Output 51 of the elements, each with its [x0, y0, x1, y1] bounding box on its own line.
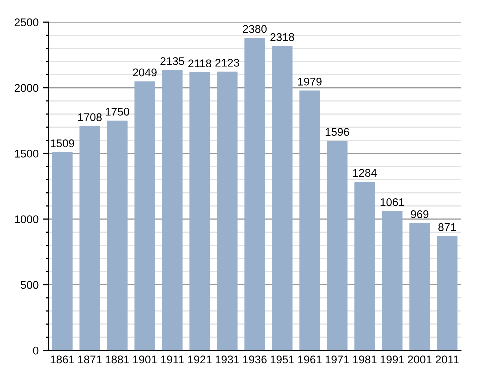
x-tick-label: 2001: [408, 356, 432, 364]
bar: [80, 126, 100, 351]
bar: [437, 236, 458, 351]
bar: [244, 38, 266, 351]
bar: [190, 72, 210, 351]
x-tick-label: 1871: [78, 356, 102, 364]
data-label: 2380: [243, 25, 267, 34]
data-label: 2135: [160, 57, 184, 66]
bar: [382, 211, 403, 351]
x-tick-label: 1921: [188, 356, 212, 364]
bar: [327, 141, 348, 351]
data-label: 871: [438, 223, 456, 232]
y-tick-label: 500: [20, 281, 39, 290]
y-tick-label: 0: [33, 346, 39, 355]
data-label: 1708: [78, 114, 102, 122]
x-tick-label: 1911: [161, 356, 184, 364]
x-tick-label: 1951: [270, 356, 294, 364]
x-tick-label: 2011: [436, 356, 459, 364]
data-label: 2318: [270, 33, 294, 42]
x-tick-label: 1936: [243, 356, 267, 364]
bar: [134, 82, 156, 351]
data-label: 2049: [133, 68, 157, 77]
bar: [52, 152, 73, 351]
x-tick-label: 1981: [353, 356, 377, 364]
y-tick-label: 2500: [14, 18, 39, 27]
y-tick-label: 1000: [15, 216, 39, 224]
bar: [162, 70, 183, 351]
data-label: 1284: [353, 169, 377, 178]
data-label: 1750: [106, 108, 130, 116]
data-label: 969: [411, 210, 429, 218]
x-tick-label: 1971: [326, 356, 350, 364]
bar: [272, 46, 293, 351]
y-tick-label: 1500: [15, 150, 39, 158]
data-label: 1596: [326, 128, 350, 136]
x-tick-label: 1861: [51, 356, 74, 364]
x-tick-label: 1961: [298, 356, 322, 364]
data-label: 1509: [51, 140, 74, 148]
bar: [300, 90, 320, 351]
x-tick-label: 1881: [106, 356, 130, 364]
x-tick-label: 1931: [216, 356, 240, 364]
data-label: 1061: [380, 198, 404, 206]
bar: [410, 223, 430, 351]
y-tick-label: 2000: [14, 84, 39, 92]
bar: [217, 72, 238, 351]
x-tick-label: 1991: [380, 356, 404, 364]
data-label: 2118: [188, 60, 212, 68]
x-tick-label: 1901: [134, 356, 157, 364]
bar: [354, 182, 376, 351]
bar: [107, 120, 128, 351]
data-label: 1979: [298, 78, 322, 86]
data-label: 2123: [216, 59, 240, 67]
